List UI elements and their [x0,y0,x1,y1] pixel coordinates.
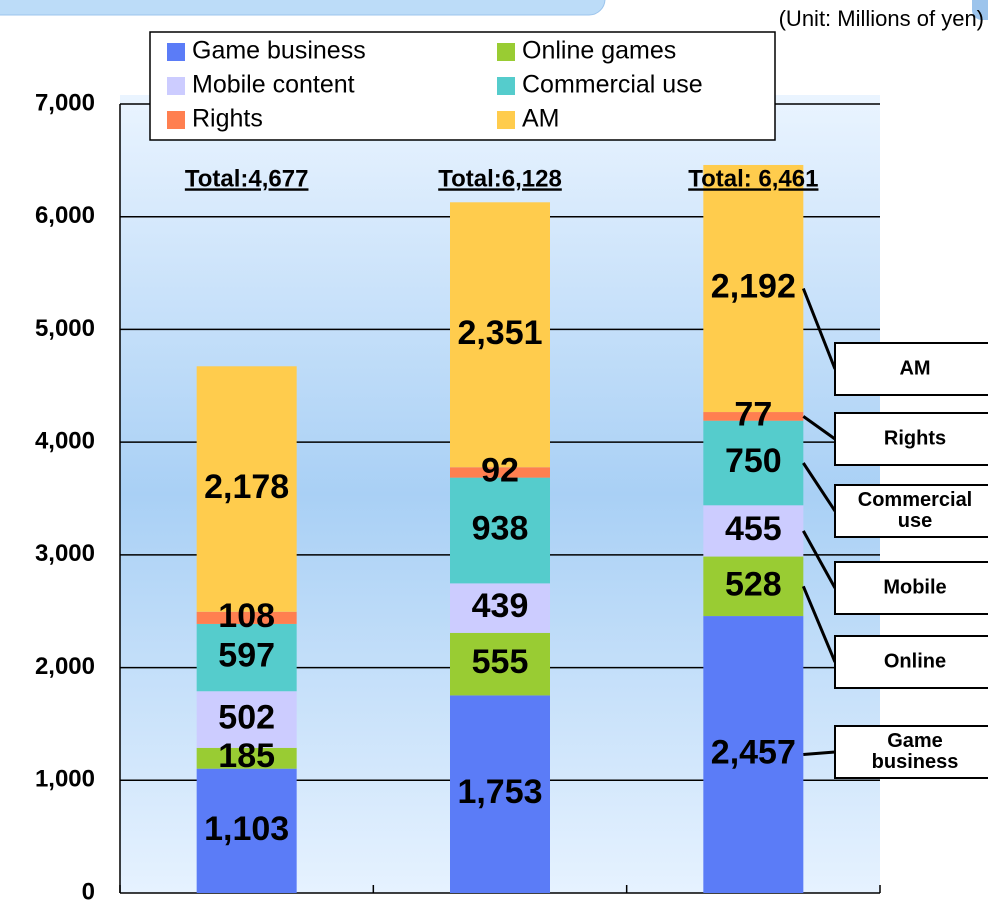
value-label: 439 [472,587,529,625]
total-label: Total:6,128 [438,165,562,192]
legend-swatch [167,111,185,129]
legend-label: AM [522,105,560,133]
legend-swatch [167,43,185,61]
y-tick-label: 5,000 [35,315,95,342]
value-label: 2,178 [204,468,289,506]
bar-segment [703,420,804,506]
bar-segment [703,164,804,413]
value-label: 502 [218,699,275,737]
bar-segment [703,412,804,421]
bar-segment [196,623,297,692]
legend-swatch [497,77,515,95]
value-label: 185 [218,737,275,775]
bar-segment [196,747,297,769]
callout-box [834,412,988,466]
legend-label: Rights [192,105,263,133]
bar-segment [703,505,804,557]
value-label: 2,457 [711,734,796,772]
bar-segment [703,556,804,617]
bar-segment [196,366,297,612]
y-tick-label: 1,000 [35,766,95,793]
header-box [0,0,606,16]
legend-box [149,31,776,141]
callout-label: AM [899,357,930,379]
callout-label: Rights [884,427,946,449]
value-label: 938 [472,509,529,547]
value-label: 455 [725,510,782,548]
callout-box [834,561,988,615]
value-label: 2,192 [711,267,796,305]
value-label: 597 [218,637,275,675]
unit-note: (Unit: Millions of yen) [779,6,984,31]
legend-swatch [497,111,515,129]
value-label: 108 [218,597,275,635]
value-label: 750 [725,442,782,480]
callout-label: Mobile [883,576,946,598]
y-tick-label: 4,000 [35,427,95,454]
value-label: 528 [725,565,782,603]
callout-label: Online [884,650,946,672]
bar-segment [196,768,297,893]
bar-segment [196,611,297,624]
y-tick-label: 7,000 [35,89,95,116]
bar-segment [450,695,550,893]
legend-swatch [497,43,515,61]
legend-label: Online games [522,37,676,65]
value-label: 1,753 [457,773,542,811]
callout-box [834,342,988,396]
bar-segment [450,632,550,696]
bar-segment [450,477,550,584]
legend-label: Mobile content [192,71,355,99]
value-label: 555 [472,643,529,681]
y-tick-label: 6,000 [35,202,95,229]
value-label: 92 [481,451,519,489]
callout-line [802,415,836,441]
total-label: Total: 6,461 [688,165,818,192]
callout-line [801,287,837,370]
legend-label: Commercial use [522,71,703,99]
callout-box [834,484,988,538]
y-tick-label: 3,000 [35,540,95,567]
value-label: 1,103 [204,810,289,848]
callout-line [802,462,837,512]
callout-box [834,725,988,779]
bar-segment [450,583,550,633]
y-tick-label: 2,000 [35,653,95,680]
callout-label: Game business [872,730,959,773]
bar-segment [703,616,804,893]
callout-line [801,585,837,663]
header-corner [972,0,988,20]
callout-line [802,530,837,589]
legend: Game business Online games Mobile content C… [149,31,776,141]
callout-box [834,635,988,689]
legend-label: Game business [192,37,366,65]
legend-swatch [167,77,185,95]
callout-line [803,750,836,757]
bar-segment [450,202,550,468]
value-label: 2,351 [457,314,542,352]
y-tick-label: 0 [82,878,95,905]
bar-segment [450,467,550,478]
bar-segment [196,691,297,748]
callout-label: Commercial use [858,489,973,532]
total-label: Total:4,677 [185,165,309,192]
value-label: 77 [734,395,772,433]
